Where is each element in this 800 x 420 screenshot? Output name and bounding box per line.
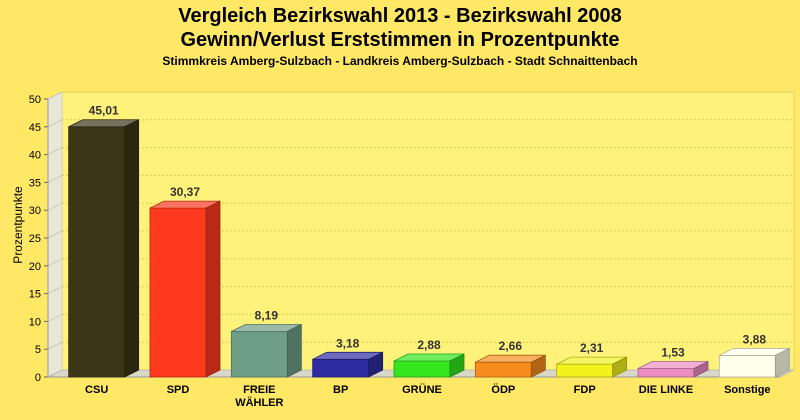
y-tick-label: 5 [35, 344, 41, 356]
x-tick-label: BP [333, 384, 348, 396]
bar [718, 355, 776, 378]
bar-side [368, 351, 384, 378]
x-tick-label: ÖDP [491, 383, 515, 396]
bar-side [530, 354, 546, 378]
x-tick-label: FDP [574, 384, 596, 396]
bar-side [286, 323, 302, 378]
data-label: 2,66 [499, 339, 523, 353]
data-label: 2,88 [417, 338, 441, 352]
gridline-wall [47, 91, 63, 100]
y-tick-label: 20 [29, 261, 41, 273]
x-tick-label: Sonstige [724, 384, 770, 396]
bar [68, 126, 126, 378]
gridline-wall [47, 258, 63, 267]
data-label: 30,37 [170, 185, 200, 199]
y-tick-label: 10 [29, 316, 41, 328]
bar-side [124, 119, 140, 378]
y-tick-label: 0 [35, 372, 41, 384]
gridline-wall [47, 174, 63, 183]
x-tick-label: SPD [167, 384, 190, 396]
labels: 0 5 10 15 20 25 30 35 40 45 50 Prozentpunkte 45,01 CS… [11, 94, 771, 409]
gridline-wall [47, 119, 63, 128]
y-tick-label: 35 [29, 177, 41, 189]
bar-side [612, 356, 628, 378]
bars [68, 119, 790, 378]
data-label: 45,01 [89, 104, 119, 118]
y-tick-label: 15 [29, 289, 41, 301]
data-label: 3,88 [743, 332, 767, 346]
bar [637, 368, 695, 378]
x-tick-label: DIE LINKE [639, 384, 693, 396]
gridline-wall [47, 202, 63, 211]
bar [149, 207, 207, 378]
x-tick-label: FREIE [243, 384, 275, 396]
bar [312, 358, 370, 378]
gridline-wall [47, 230, 63, 239]
bar [556, 363, 614, 378]
y-tick-label: 45 [29, 122, 41, 134]
data-label: 3,18 [336, 336, 360, 350]
bar-side [205, 200, 221, 378]
data-label: 2,31 [580, 341, 604, 355]
y-tick-label: 25 [29, 233, 41, 245]
gridline-wall [47, 286, 63, 295]
y-tick-label: 50 [29, 94, 41, 106]
data-label: 1,53 [661, 345, 685, 359]
chart-subtitle: Gewinn/Verlust Erststimmen in Prozentpun… [180, 29, 620, 51]
x-tick-label: GRÜNE [402, 383, 442, 396]
y-axis-label: Prozentpunkte [11, 186, 25, 264]
chart-caption: Stimmkreis Amberg-Sulzbach - Landkreis A… [162, 54, 638, 68]
chart-title: Vergleich Bezirkswahl 2013 - Bezirkswahl… [178, 5, 622, 27]
x-tick-label: CSU [85, 384, 108, 396]
x-tick-label: WÄHLER [235, 396, 283, 409]
bar [230, 331, 288, 378]
gridline-wall [47, 341, 63, 350]
gridline-wall [47, 313, 63, 322]
gridline-wall [47, 147, 63, 156]
bar [474, 361, 532, 378]
y-tick-label: 40 [29, 150, 41, 162]
bar-side [693, 360, 709, 378]
bar-side [449, 353, 465, 378]
y-tick-label: 30 [29, 205, 41, 217]
bar-side [774, 347, 790, 378]
bar [393, 360, 451, 378]
data-label: 8,19 [255, 308, 279, 322]
